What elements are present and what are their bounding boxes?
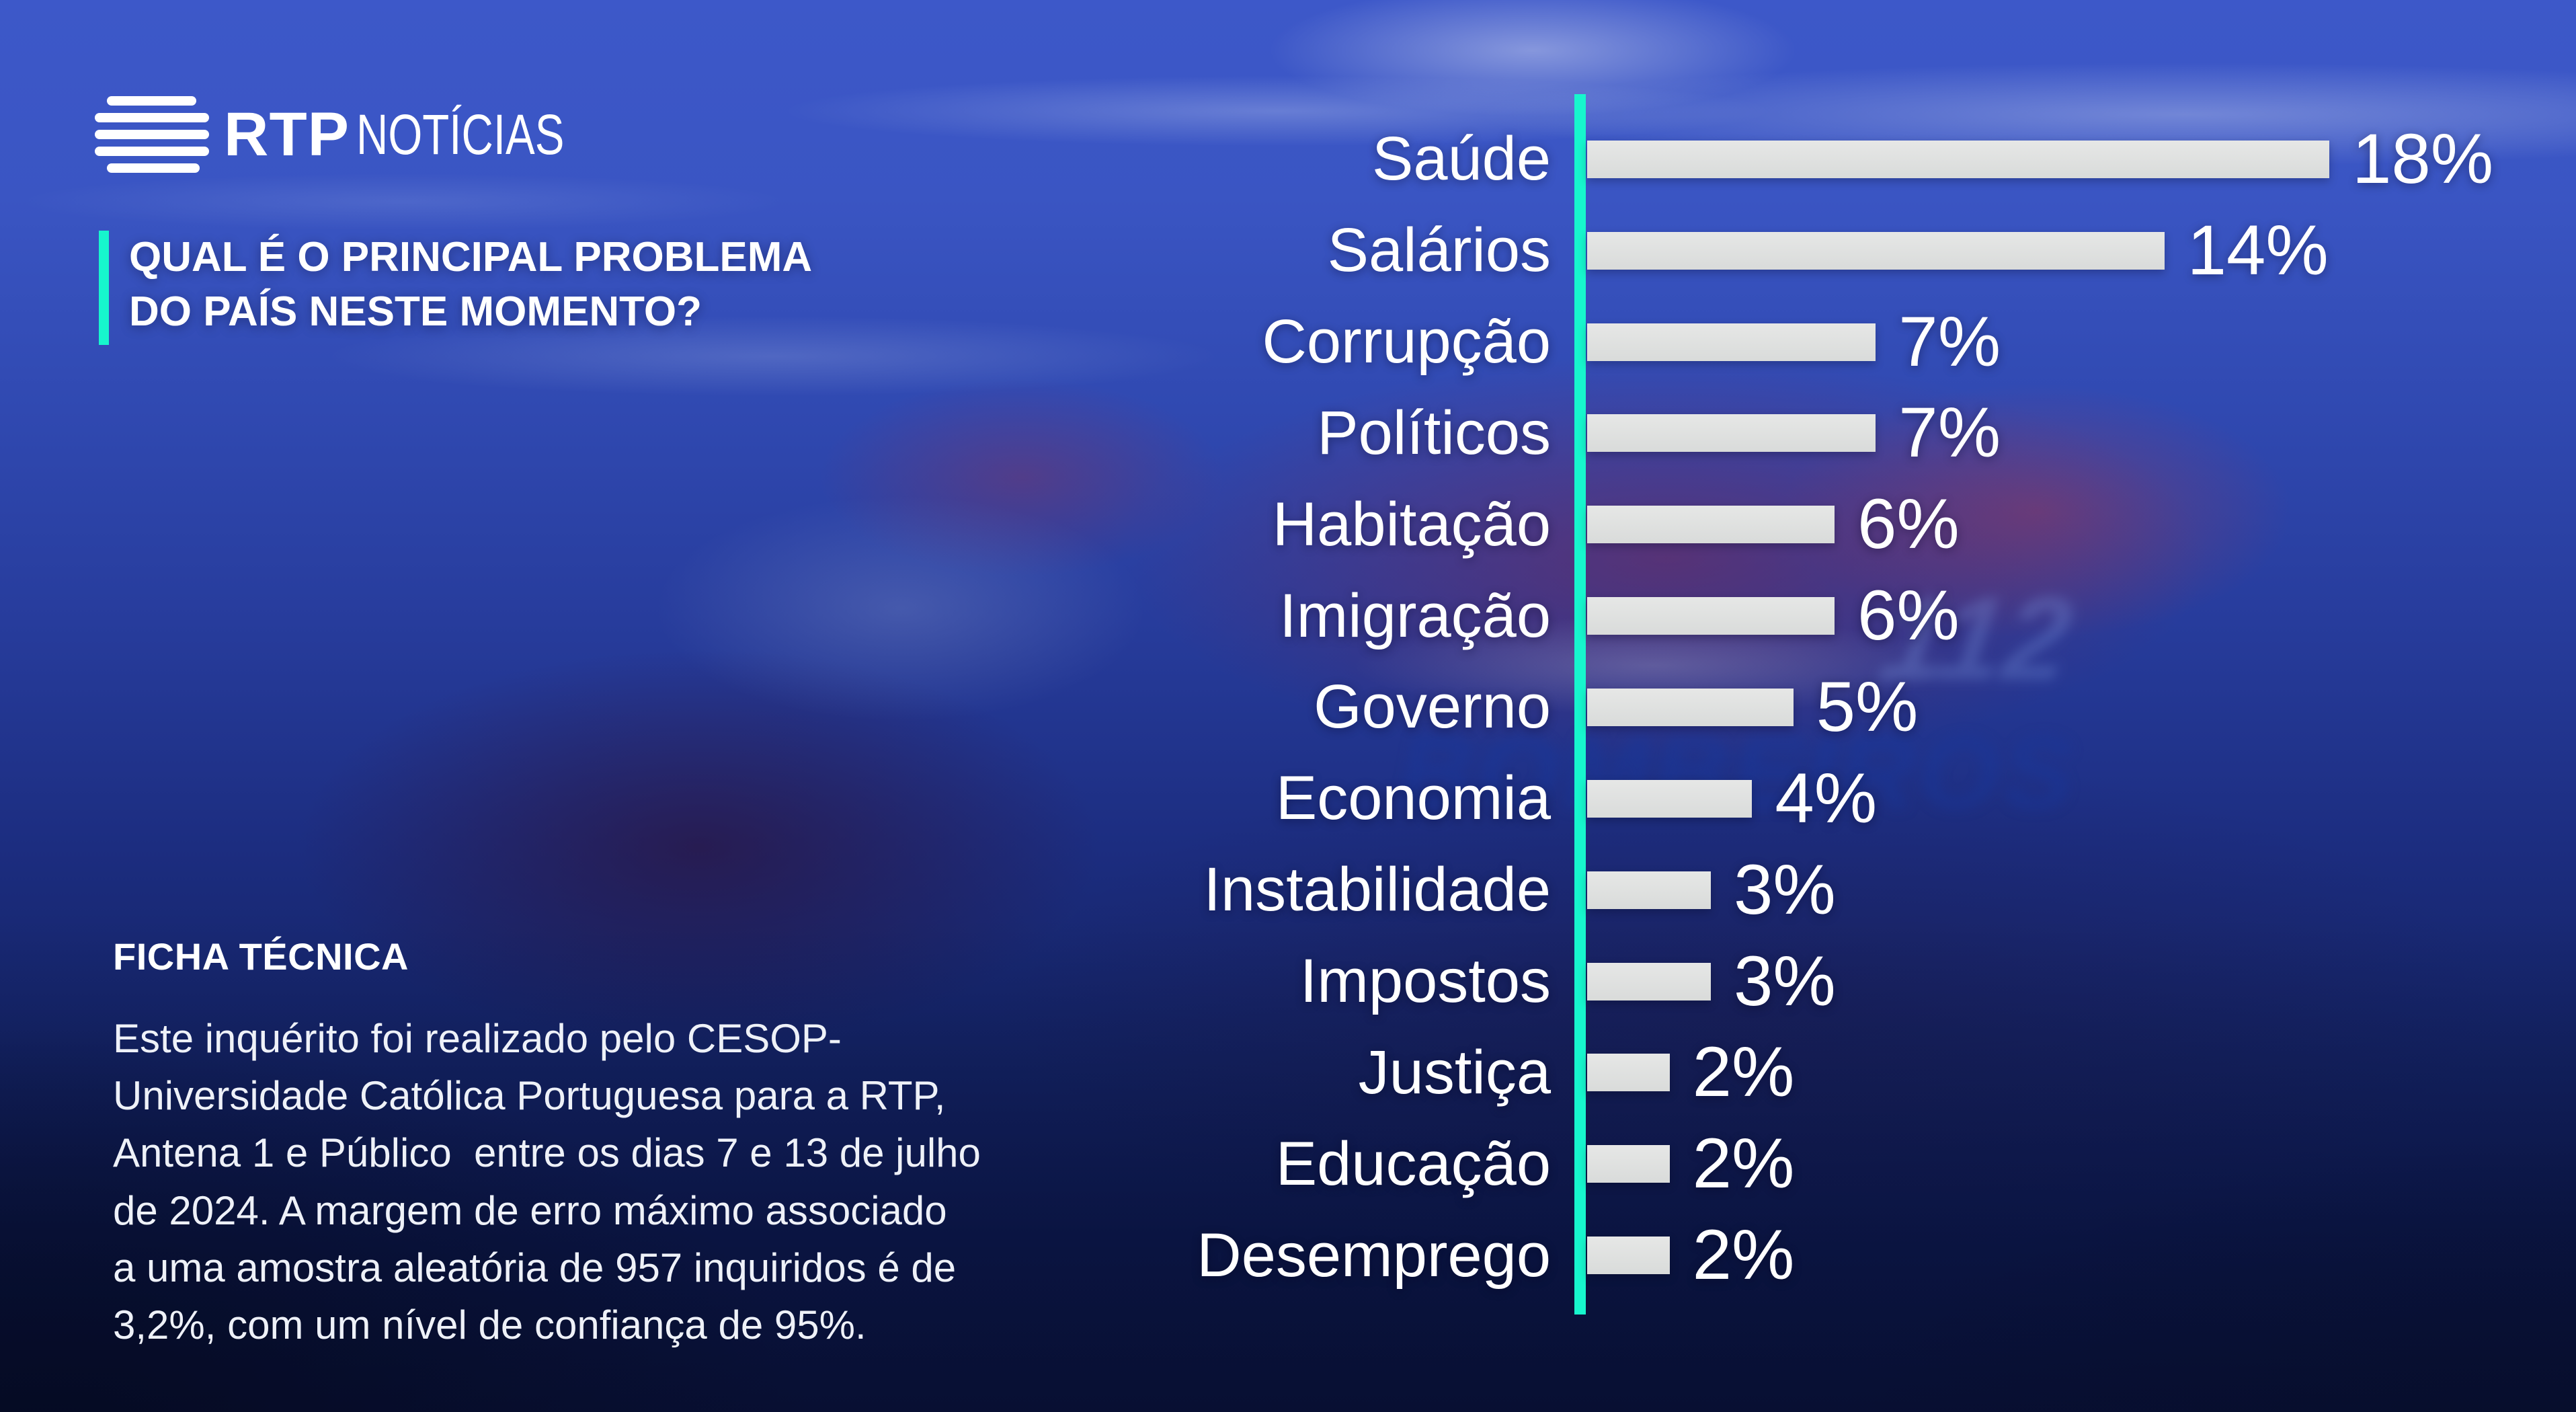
value-label: 3% [1733,850,1836,929]
value-bar [1587,1237,1670,1275]
chart-row: Educação 2% [0,1118,2576,1210]
value-bar [1587,962,1711,1001]
category-label: Justiça [1358,1037,1551,1107]
value-bar [1587,140,2329,178]
chart-baseline-axis [1574,94,1586,1315]
chart-row: Governo 5% [0,662,2576,753]
value-label: 2% [1692,1033,1795,1112]
value-bar [1587,414,1876,453]
chart-row: Impostos 3% [0,936,2576,1027]
chart-row: Corrupção 7% [0,297,2576,388]
value-bar [1587,323,1876,361]
chart-row: Salários 14% [0,205,2576,297]
category-label: Saúde [1371,124,1551,194]
chart-row: Justiça 2% [0,1027,2576,1118]
ficha-tecnica-body: Este inquérito foi realizado pelo CESOP-… [113,1016,981,1347]
category-label: Instabilidade [1203,855,1551,925]
question-title: QUAL É O PRINCIPAL PROBLEMA DO PAÍS NESTE… [129,231,812,345]
category-label: Governo [1314,672,1551,742]
value-label: 6% [1857,576,1960,656]
value-label: 18% [2351,119,2494,198]
chart-row: Economia 4% [0,753,2576,845]
chart-row: Habitação 6% [0,479,2576,570]
value-label: 14% [2187,210,2329,290]
value-bar [1587,231,2165,270]
value-label: 7% [1898,393,2001,473]
bar-chart: Saúde 18% Salários 14% Corrupção 7% Polí… [0,114,2576,1301]
value-label: 3% [1733,941,1836,1021]
question-title-line2: DO PAÍS NESTE MOMENTO? [129,288,702,335]
value-bar [1587,506,1835,544]
category-label: Habitação [1272,489,1551,559]
brand-wordmark: RTP NOTÍCIAS [224,100,623,170]
category-label: Corrupção [1262,307,1551,377]
category-label: Políticos [1317,398,1551,467]
chart-row: Políticos 7% [0,388,2576,479]
value-label: 7% [1898,302,2001,381]
chart-row: Instabilidade 3% [0,845,2576,936]
chart-row: Imigração 6% [0,570,2576,662]
value-label: 4% [1775,758,1878,838]
value-label: 2% [1692,1124,1795,1204]
category-label: Educação [1275,1129,1551,1198]
category-label: Salários [1327,216,1551,285]
value-label: 5% [1816,667,1919,746]
category-label: Desemprego [1197,1220,1551,1290]
value-bar [1587,1145,1670,1183]
rtp-wordmark-text: RTP [224,100,350,169]
value-bar [1587,779,1753,818]
question-section: QUAL É O PRINCIPAL PROBLEMA DO PAÍS NESTE… [99,231,812,345]
value-bar [1587,871,1711,909]
brand-header: RTP NOTÍCIAS [95,96,623,173]
chart-row: Desemprego 2% [0,1210,2576,1301]
value-label: 2% [1692,1216,1795,1295]
category-label: Impostos [1299,947,1551,1016]
value-bar [1587,1054,1670,1092]
question-accent-bar [99,231,109,345]
chart-row: Saúde 18% [0,114,2576,205]
value-bar [1587,597,1835,635]
noticias-wordmark-text: NOTÍCIAS [356,102,565,166]
category-label: Economia [1275,764,1551,833]
ficha-tecnica-heading: FICHA TÉCNICA [113,935,409,978]
rtp-logo-icon [95,96,209,173]
category-label: Imigração [1279,581,1551,650]
ficha-tecnica-section: FICHA TÉCNICA Este inquérito foi realiza… [113,935,1162,1354]
question-title-line1: QUAL É O PRINCIPAL PROBLEMA [129,234,813,280]
value-label: 6% [1857,485,1960,564]
value-bar [1587,688,1794,726]
